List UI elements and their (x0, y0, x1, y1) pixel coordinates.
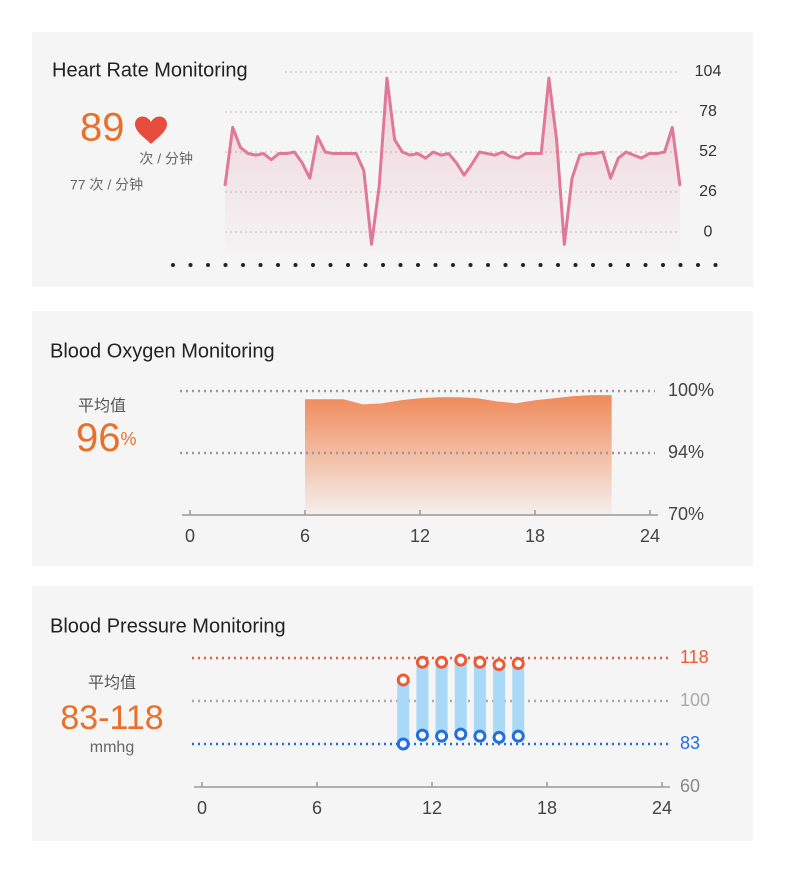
point (415, 655, 429, 669)
current-unit: 次 / 分钟 (139, 151, 193, 167)
line (223, 76, 682, 246)
point (454, 653, 468, 667)
point (511, 656, 525, 670)
x-tick-label: 18 (525, 526, 545, 546)
x-tick-label: 24 (652, 798, 672, 818)
point (435, 729, 449, 743)
point (511, 729, 525, 743)
x-tick-label: 0 (197, 798, 207, 818)
average-unit: mmhg (90, 739, 134, 756)
y-tick-label: 26 (699, 183, 717, 200)
y-tick-label: 70% (668, 504, 704, 524)
average-label: 平均值 (88, 674, 136, 692)
card-title: Blood Pressure Monitoring (50, 615, 286, 637)
point (396, 737, 410, 751)
dot-row (171, 263, 718, 267)
heart-icon (135, 116, 167, 144)
x-tick-label: 6 (312, 798, 322, 818)
card-title: Blood Oxygen Monitoring (50, 340, 275, 362)
x-tick-label: 0 (185, 526, 195, 546)
current-value: 89 (80, 106, 125, 150)
range-bar (512, 663, 525, 737)
y-tick-label: 0 (704, 223, 713, 240)
point (473, 729, 487, 743)
range-bar (416, 662, 429, 736)
point (415, 728, 429, 742)
x-tick-label: 6 (300, 526, 310, 546)
average-value: 96% (76, 416, 137, 460)
average-number: 96 (76, 416, 121, 460)
average-unit: % (121, 429, 137, 449)
y-tick-label: 100% (668, 380, 714, 400)
y-tick-label: 104 (695, 63, 722, 80)
range-bar (493, 664, 506, 738)
range-bar (454, 660, 467, 735)
y-tick-label: 100 (680, 690, 710, 710)
x-tick-label: 24 (640, 526, 660, 546)
card (32, 586, 753, 841)
y-tick-label: 78 (699, 103, 717, 120)
range-bar (435, 662, 448, 737)
line-fill (225, 78, 680, 251)
point (454, 727, 468, 741)
card-title: Heart Rate Monitoring (52, 59, 248, 81)
y-tick-label: 94% (668, 442, 704, 462)
point (473, 655, 487, 669)
point (396, 673, 410, 687)
y-tick-label: 83 (680, 733, 700, 753)
y-tick-label: 60 (680, 776, 700, 796)
y-tick-label: 52 (699, 143, 717, 160)
range-bar (473, 662, 486, 737)
average-label: 平均值 (78, 397, 126, 415)
x-tick-label: 12 (422, 798, 442, 818)
x-tick-label: 12 (410, 526, 430, 546)
point (435, 655, 449, 669)
point (492, 658, 506, 672)
resting-value: 77 次 / 分钟 (70, 177, 143, 193)
area (305, 395, 612, 515)
point (492, 730, 506, 744)
y-tick-label: 118 (680, 647, 709, 667)
x-tick-label: 18 (537, 798, 557, 818)
average-value: 83-118 (60, 699, 163, 737)
range-bar (397, 679, 410, 744)
